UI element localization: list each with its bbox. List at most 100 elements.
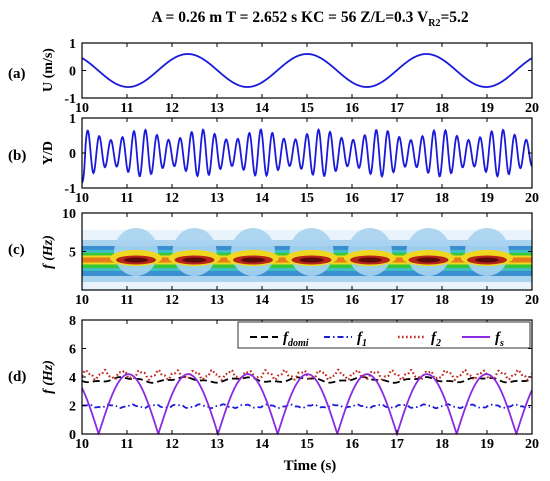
- figure-title-subscript: R2: [428, 18, 440, 29]
- legend-label-main: f: [431, 330, 438, 346]
- x-tick-label: 10: [75, 191, 89, 206]
- y-axis-label-unit: (Hz): [41, 235, 56, 261]
- x-tick-label: 18: [435, 191, 449, 206]
- heatmap: [82, 227, 532, 290]
- y-tick-label: 0: [69, 65, 76, 80]
- x-tick-label: 17: [390, 191, 404, 206]
- series-line-f2: [82, 368, 532, 382]
- y-tick-label: -1: [64, 92, 76, 107]
- heatmap-spot-core: [241, 257, 265, 263]
- x-axis-label: Time (s): [284, 458, 337, 474]
- y-tick-label: 1: [69, 37, 76, 52]
- x-tick-label: 12: [165, 101, 179, 116]
- heatmap-spot-core: [124, 257, 148, 263]
- x-tick-label: 18: [435, 101, 449, 116]
- heatmap-spot-core: [358, 257, 382, 263]
- x-tick-label: 16: [345, 437, 359, 452]
- x-tick-label: 16: [345, 293, 359, 308]
- figure-title-tail: =5.2: [440, 9, 468, 26]
- x-tick-label: 11: [120, 437, 133, 452]
- panel-label: (a): [8, 66, 26, 82]
- panel: 10 11 12 13 14 15 16 17 18 19 20 5 10 (c) f (Hz): [8, 207, 539, 308]
- legend-label: f1: [357, 330, 367, 349]
- x-tick-label: 14: [255, 101, 269, 116]
- y-axis-label: f (Hz): [41, 360, 56, 394]
- y-tick-label: 2: [69, 400, 76, 415]
- x-tick-label: 18: [435, 293, 449, 308]
- x-tick-label: 11: [120, 191, 133, 206]
- heatmap-spot-core: [182, 257, 207, 263]
- x-tick-label: 12: [165, 191, 179, 206]
- series-group: [82, 368, 532, 436]
- x-tick-label: 11: [120, 293, 133, 308]
- panel-label: (b): [8, 148, 26, 164]
- panels: 10 11 12 13 14 15 16 17 18 19 20-101(a) U (m/s)10 11…: [8, 37, 539, 452]
- series-line-data: [82, 127, 532, 184]
- panel-label: (c): [8, 242, 25, 258]
- legend-label: fdomi: [283, 330, 309, 349]
- panel-label: (d): [8, 369, 26, 385]
- legend-label-main: f: [283, 330, 290, 346]
- x-tick-label: 11: [120, 101, 133, 116]
- x-tick-label: 16: [345, 101, 359, 116]
- x-tick-label: 10: [75, 101, 89, 116]
- x-tick-label: 10: [75, 437, 89, 452]
- x-tick-label: 19: [480, 437, 494, 452]
- y-axis-label: U (m/s): [41, 48, 56, 92]
- y-tick-label: 0: [69, 428, 76, 443]
- x-tick-label: 15: [300, 101, 314, 116]
- legend-label: f2: [431, 330, 441, 349]
- panel: 10 11 12 13 14 15 16 17 18 19 20 -1 0 1 (a) U (m/s): [8, 37, 539, 116]
- y-tick-label: 8: [69, 314, 76, 329]
- x-tick-label: 14: [255, 293, 269, 308]
- series-group: [82, 53, 532, 88]
- x-tick-label: 20: [525, 191, 539, 206]
- x-tick-label: 20: [525, 293, 539, 308]
- legend-label-sub: domi: [288, 338, 309, 349]
- y-axis-label-symbol: f: [41, 386, 56, 394]
- plot-frame: [81, 117, 533, 189]
- legend: fdomi f1 f2 fs: [237, 321, 531, 349]
- legend-label-main: f: [357, 330, 364, 346]
- legend-label-main: f: [495, 330, 502, 346]
- x-tick-label: 14: [255, 437, 269, 452]
- legend-label: fs: [495, 330, 504, 349]
- x-tick-label: 14: [255, 191, 269, 206]
- figure-title-main: A = 0.26 m T = 2.652 s KC = 56 Z/L=0.3 V: [151, 9, 429, 26]
- x-tick-label: 20: [525, 101, 539, 116]
- x-tick-label: 12: [165, 293, 179, 308]
- y-tick-label: 1: [69, 112, 76, 127]
- y-axis-label-symbol: f: [41, 261, 56, 269]
- x-tick-label: 12: [165, 437, 179, 452]
- x-tick-label: 17: [390, 101, 404, 116]
- heatmap-spot-core: [416, 257, 441, 263]
- x-tick-label: 13: [210, 437, 224, 452]
- x-tick-label: 19: [480, 191, 494, 206]
- x-tick-label: 19: [480, 101, 494, 116]
- x-tick-label: 15: [300, 437, 314, 452]
- y-tick-label: 5: [69, 246, 76, 261]
- series-group: [82, 127, 532, 184]
- x-tick-label: 17: [390, 437, 404, 452]
- plot-frame: [81, 42, 533, 99]
- figure-title: A = 0.26 m T = 2.652 s KC = 56 Z/L=0.3 V…: [151, 9, 469, 29]
- heatmap-spot-core: [475, 257, 499, 263]
- y-tick-label: 4: [69, 371, 76, 386]
- y-tick-label: -1: [64, 182, 76, 197]
- x-tick-label: 20: [525, 437, 539, 452]
- x-tick-label: 15: [300, 293, 314, 308]
- x-tick-label: 13: [210, 293, 224, 308]
- y-axis-label-unit: (Hz): [41, 360, 56, 386]
- series-line-fs: [82, 373, 532, 436]
- x-tick-label: 18: [435, 437, 449, 452]
- x-tick-label: 19: [480, 293, 494, 308]
- x-tick-label: 16: [345, 191, 359, 206]
- legend-label-sub: 1: [362, 338, 367, 349]
- x-tick-label: 13: [210, 101, 224, 116]
- panel: 10 11 12 13 14 15 16 17 18 19 20 -1 0 1 (b) Y/D: [8, 112, 539, 206]
- x-tick-label: 17: [390, 293, 404, 308]
- series-line-data: [82, 53, 532, 88]
- x-tick-label: 10: [75, 293, 89, 308]
- x-tick-label: 13: [210, 191, 224, 206]
